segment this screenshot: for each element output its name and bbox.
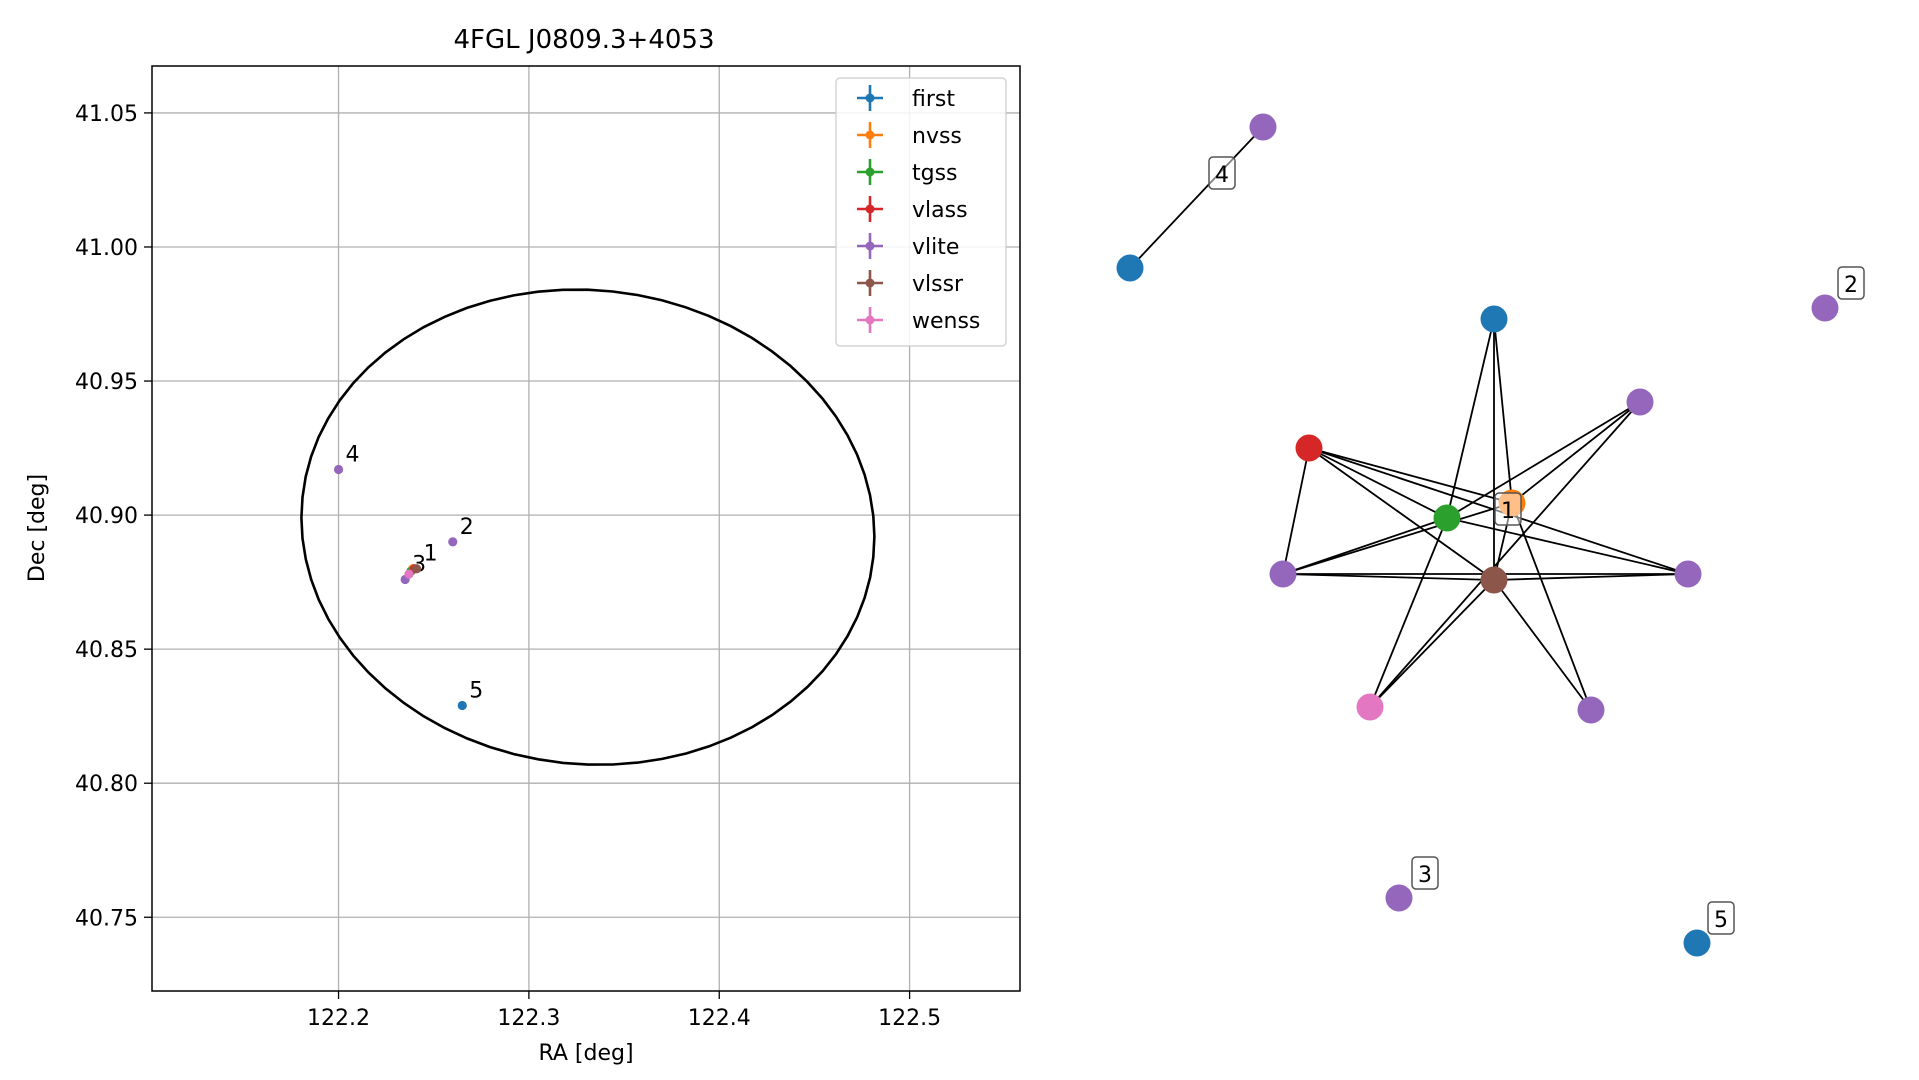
x-tick-label: 122.5 — [878, 1006, 941, 1031]
graph-edge — [1494, 574, 1688, 580]
graph-edge — [1447, 402, 1640, 518]
node-label: 1 — [1501, 499, 1515, 524]
error-ellipse — [301, 290, 874, 765]
legend: first nvss tgss vlass vlite vlssr wenss — [836, 78, 1006, 346]
node-label-box: 1 — [1495, 493, 1521, 525]
data-points: 54231 — [334, 443, 483, 711]
graph-node — [1481, 306, 1508, 333]
legend-label: wenss — [912, 309, 980, 334]
y-tick-label: 40.95 — [75, 370, 138, 395]
node-label: 4 — [1215, 163, 1229, 188]
y-tick-label: 41.00 — [75, 236, 138, 261]
legend-marker — [866, 168, 875, 177]
chart-title: 4FGL J0809.3+4053 — [454, 25, 715, 55]
graph-node — [1578, 697, 1605, 724]
scatter-panel: 4FGL J0809.3+4053 54231 122.2122.3122.41… — [25, 25, 1020, 1066]
point-label: 5 — [469, 678, 483, 703]
localization-ellipse — [301, 290, 874, 765]
graph-edge — [1447, 518, 1688, 574]
x-tick-label: 122.3 — [497, 1006, 560, 1031]
legend-label: vlssr — [912, 272, 964, 297]
graph-node — [1386, 885, 1413, 912]
point-label: 2 — [460, 515, 474, 540]
node-label: 5 — [1714, 908, 1728, 933]
graph-edge — [1370, 518, 1447, 707]
graph-edge — [1494, 319, 1512, 503]
graph-edge — [1309, 448, 1512, 503]
y-axis-label: Dec [deg] — [25, 474, 50, 582]
graph-edge — [1283, 574, 1494, 580]
graph-edge — [1130, 127, 1263, 268]
graph-edge — [1370, 402, 1640, 707]
graph-edge — [1283, 448, 1309, 574]
y-tick-label: 40.90 — [75, 504, 138, 529]
graph-edge — [1309, 448, 1494, 580]
legend-marker — [866, 316, 875, 325]
node-label: 3 — [1418, 863, 1432, 888]
node-label-box: 5 — [1708, 902, 1734, 934]
figure: 4FGL J0809.3+4053 54231 122.2122.3122.41… — [0, 0, 1919, 1080]
graph-node — [1675, 561, 1702, 588]
x-axis-label: RA [deg] — [538, 1041, 633, 1066]
graph-node — [1296, 435, 1323, 462]
graph-node — [1627, 389, 1654, 416]
graph-node — [1434, 505, 1461, 532]
graph-node — [1117, 255, 1144, 282]
y-tick-label: 41.05 — [75, 102, 138, 127]
graph-edge — [1370, 580, 1494, 707]
legend-label: tgss — [912, 161, 958, 186]
node-label-box: 4 — [1209, 157, 1235, 189]
legend-label: vlite — [912, 235, 959, 260]
data-point-vlite — [448, 537, 457, 546]
graph-node — [1684, 930, 1711, 957]
legend-marker — [866, 279, 875, 288]
legend-label: vlass — [912, 198, 968, 223]
graph-edge — [1283, 518, 1447, 574]
graph-edge — [1494, 580, 1591, 710]
node-label-box: 3 — [1412, 857, 1438, 889]
graph-node — [1481, 567, 1508, 594]
graph-node — [1812, 295, 1839, 322]
legend-marker — [866, 94, 875, 103]
x-tick-label: 122.4 — [688, 1006, 751, 1031]
data-point-first — [458, 701, 467, 710]
graph-node — [1270, 561, 1297, 588]
y-tick-label: 40.80 — [75, 772, 138, 797]
legend-marker — [866, 131, 875, 140]
y-tick-label: 40.85 — [75, 638, 138, 663]
graph-node — [1250, 114, 1277, 141]
graph-edge — [1512, 402, 1640, 503]
y-tick-label: 40.75 — [75, 906, 138, 931]
data-point-wenss — [404, 569, 413, 578]
graph-edge — [1283, 503, 1512, 574]
axis-ticks: 122.2 122.3 122.4 122.5 40.75 40.80 40.85 40.90… — [75, 102, 941, 1031]
point-label: 1 — [424, 542, 438, 567]
x-tick-label: 122.2 — [307, 1006, 370, 1031]
point-label: 4 — [346, 443, 360, 468]
legend-marker — [866, 205, 875, 214]
network-panel: 4 2 1 3 5 — [1117, 114, 1865, 957]
legend-label: first — [912, 87, 955, 112]
graph-edge — [1512, 503, 1591, 710]
legend-label: nvss — [912, 124, 962, 149]
graph-edge — [1309, 448, 1447, 518]
node-label: 2 — [1844, 273, 1858, 298]
data-point-vlite — [334, 465, 343, 474]
data-point-vlssr — [412, 564, 421, 573]
graph-node — [1357, 694, 1384, 721]
legend-marker — [866, 242, 875, 251]
node-label-box: 2 — [1838, 267, 1864, 299]
